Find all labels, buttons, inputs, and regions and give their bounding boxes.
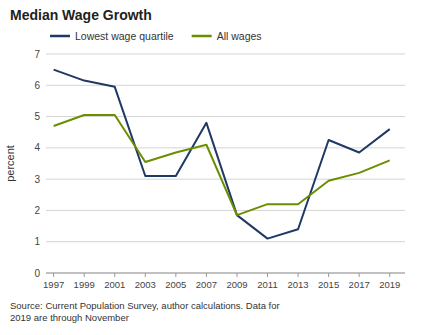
chart: Median Wage Growth01234567percent1997199…: [0, 0, 421, 335]
legend-swatch: [192, 35, 212, 38]
y-tick-label: 1: [34, 236, 40, 247]
x-tick-label: 1999: [74, 279, 95, 290]
x-tick-label: 2013: [287, 279, 308, 290]
x-tick: [298, 273, 299, 277]
x-tick: [267, 273, 268, 277]
x-tick-label: 1997: [43, 279, 64, 290]
x-tick-label: 2015: [318, 279, 339, 290]
legend: Lowest wage quartile All wages: [50, 30, 262, 42]
x-tick: [145, 273, 146, 277]
x-tick-label: 2017: [349, 279, 370, 290]
x-tick: [175, 273, 176, 277]
x-tick: [389, 273, 390, 277]
x-tick: [114, 273, 115, 277]
grid-line: [46, 85, 405, 86]
y-axis: 0 1 2 3 4 5 6 7: [34, 49, 405, 279]
x-tick: [206, 273, 207, 277]
x-tick: [53, 273, 54, 277]
y-axis-label: percent: [4, 145, 16, 182]
x-tick-label: 2005: [165, 279, 186, 290]
y-tick-label: 7: [34, 49, 40, 60]
legend-label: All wages: [217, 30, 262, 42]
source-line: 2019 are through November: [10, 312, 129, 323]
grid-line: [46, 210, 405, 211]
grid-line: [46, 241, 405, 242]
grid-line: [46, 116, 405, 117]
x-tick: [84, 273, 85, 277]
y-tick-label: 6: [34, 80, 40, 91]
x-tick: [328, 273, 329, 277]
y-tick-label: 5: [34, 111, 40, 122]
x-tick: [359, 273, 360, 277]
legend-swatch: [50, 35, 70, 38]
x-tick-label: 2001: [104, 279, 125, 290]
source-line: Source: Current Population Survey, autho…: [10, 300, 280, 311]
y-tick-label: 4: [34, 142, 40, 153]
x-tick-label: 2011: [257, 279, 277, 290]
x-axis: 1997 1999 2001 2003 2005 2007 2009 2011 2013 2015…: [43, 273, 405, 290]
y-tick-label: 0: [34, 268, 40, 279]
x-tick-label: 2019: [379, 279, 400, 290]
series-line: [54, 115, 390, 215]
x-axis-line: [46, 273, 405, 274]
y-tick-label: 2: [34, 205, 40, 216]
x-tick-label: 2003: [135, 279, 156, 290]
y-tick-label: 3: [34, 174, 40, 185]
x-tick-label: 2007: [196, 279, 217, 290]
title: Median Wage Growth: [10, 7, 152, 23]
series-line: [54, 70, 390, 239]
plot-area: [54, 70, 390, 239]
grid-line: [46, 54, 405, 55]
legend-label: Lowest wage quartile: [75, 30, 174, 42]
grid-line: [46, 273, 405, 274]
x-tick: [236, 273, 237, 277]
x-tick-label: 2009: [226, 279, 247, 290]
source-note: Source: Current Population Survey, autho…: [10, 300, 280, 323]
